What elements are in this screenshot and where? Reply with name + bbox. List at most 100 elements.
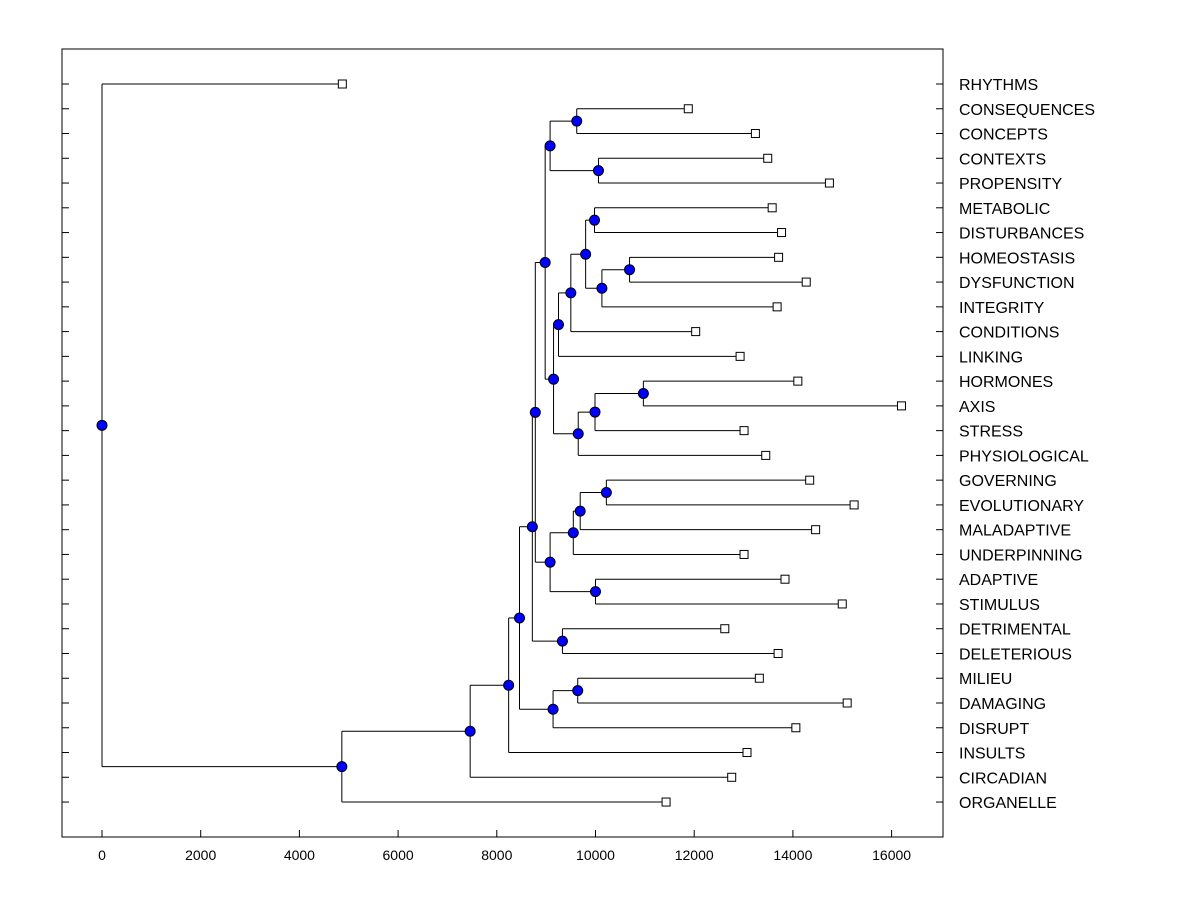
merge-node-n17 [567,527,579,539]
x-tick-label-6000: 6000 [383,847,414,863]
leaf-marker-disturbances [777,228,787,238]
leaf-marker-rhythms [337,79,347,89]
leaf-marker-detrimental [720,624,730,634]
merge-node-n25 [514,612,526,624]
leaf-marker-contexts [763,153,773,163]
merge-node-n6 [596,282,608,294]
leaf-label-evolutionary: EVOLUTIONARY [959,498,1084,515]
merge-node-n18 [590,586,601,598]
merge-node-n16 [574,505,586,517]
leaf-marker-concepts [750,129,760,139]
merge-node-n22 [526,521,538,533]
leaf-marker-stimulus [837,599,847,609]
merge-node-n1 [571,115,583,127]
leaf-label-linking: LINKING [959,349,1023,366]
leaf-label-damaging: DAMAGING [959,696,1046,713]
leaf-labels: RHYTHMS CONSEQUENCES CONCEPTS CONTEXTS PROPE… [959,77,1095,812]
x-tick-label-12000: 12000 [675,847,714,863]
leaf-label-stimulus: STIMULUS [959,597,1040,614]
leaf-label-adaptive: ADAPTIVE [959,572,1038,589]
merge-node-n14 [539,257,551,269]
merge-node-n11 [589,406,601,418]
merge-node-n12 [572,428,584,440]
leaf-label-underpinning: UNDERPINNING [959,547,1083,564]
dendrogram-links [101,83,902,803]
leaf-marker-damaging [842,698,852,708]
leaf-marker-disrupt [791,723,801,733]
leaf-label-milieu: MILIEU [959,671,1012,688]
leaf-label-concepts: CONCEPTS [959,127,1048,144]
leaf-marker-adaptive [780,574,790,584]
leaf-label-rhythms: RHYTHMS [959,77,1038,94]
merge-node-n29 [96,419,108,431]
merge-node-n15 [600,487,612,499]
x-tick-label-16000: 16000 [872,847,911,863]
leaf-marker-axis [896,401,906,411]
leaf-label-disrupt: DISRUPT [959,721,1029,738]
leaf-label-detrimental: DETRIMENTAL [959,622,1071,639]
merge-node-n27 [464,725,476,737]
leaf-marker-organelle [661,797,671,807]
x-tick-label-8000: 8000 [481,847,512,863]
leaf-marker-metabolic [767,203,777,213]
merge-node-n23 [572,685,584,697]
leaf-label-integrity: INTEGRITY [959,300,1045,317]
leaf-label-insults: INSULTS [959,746,1025,763]
x-axis: 0 2000 4000 6000 8000 10000 12000 14000 16000 [98,830,911,863]
merge-node-n4 [589,214,601,226]
leaf-label-governing: GOVERNING [959,473,1057,490]
y-axis-ticks [62,83,943,803]
x-tick-label-14000: 14000 [773,847,812,863]
x-tick-label-4000: 4000 [284,847,315,863]
leaf-marker-propensity [824,178,834,188]
leaf-marker-circadian [727,772,737,782]
leaf-marker-homeostasis [774,252,784,262]
leaf-marker-maladaptive [811,525,821,535]
leaf-label-propensity: PROPENSITY [959,176,1062,193]
x-tick-label-0: 0 [98,847,106,863]
merge-node-n19 [544,556,556,568]
leaf-marker-evolutionary [849,500,859,510]
leaf-label-maladaptive: MALADAPTIVE [959,523,1071,540]
merge-node-n9 [552,319,564,331]
leaf-marker-insults [742,748,752,758]
leaf-marker-stress [739,426,749,436]
leaf-marker-conditions [691,327,701,337]
leaf-marker-physiological [761,450,771,460]
leaf-label-stress: STRESS [959,424,1023,441]
merge-node-n20 [529,406,541,418]
leaf-marker-linking [735,351,745,361]
leaf-label-consequences: CONSEQUENCES [959,102,1095,119]
merge-node-n3 [544,140,556,152]
leaf-label-physiological: PHYSIOLOGICAL [959,448,1089,465]
leaf-label-axis: AXIS [959,399,995,416]
merge-node-n28 [336,761,348,773]
merge-node-n26 [503,679,515,691]
x-tick-label-10000: 10000 [576,847,615,863]
leaf-marker-consequences [683,104,693,114]
leaf-label-metabolic: METABOLIC [959,201,1050,218]
merge-node-markers [96,115,649,773]
leaf-label-conditions: CONDITIONS [959,325,1059,342]
merge-node-n10 [637,388,649,399]
leaf-marker-hormones [793,376,803,386]
leaf-marker-governing [805,475,815,485]
x-tick-label-2000: 2000 [185,847,216,863]
leaf-markers [337,79,906,807]
plot-frame [61,48,944,838]
leaf-marker-integrity [772,302,782,312]
leaf-label-organelle: ORGANELLE [959,795,1057,812]
merge-node-n13 [548,373,560,385]
merge-node-n24 [547,703,559,715]
leaf-marker-deleterious [773,648,783,658]
leaf-marker-dysfunction [801,277,811,287]
merge-node-n7 [580,248,592,260]
leaf-marker-underpinning [739,549,749,559]
leaf-label-dysfunction: DYSFUNCTION [959,275,1075,292]
merge-node-n21 [556,635,568,647]
leaf-label-circadian: CIRCADIAN [959,770,1047,787]
merge-node-n5 [624,264,636,276]
leaf-label-contexts: CONTEXTS [959,151,1046,168]
merge-node-n8 [565,287,577,299]
